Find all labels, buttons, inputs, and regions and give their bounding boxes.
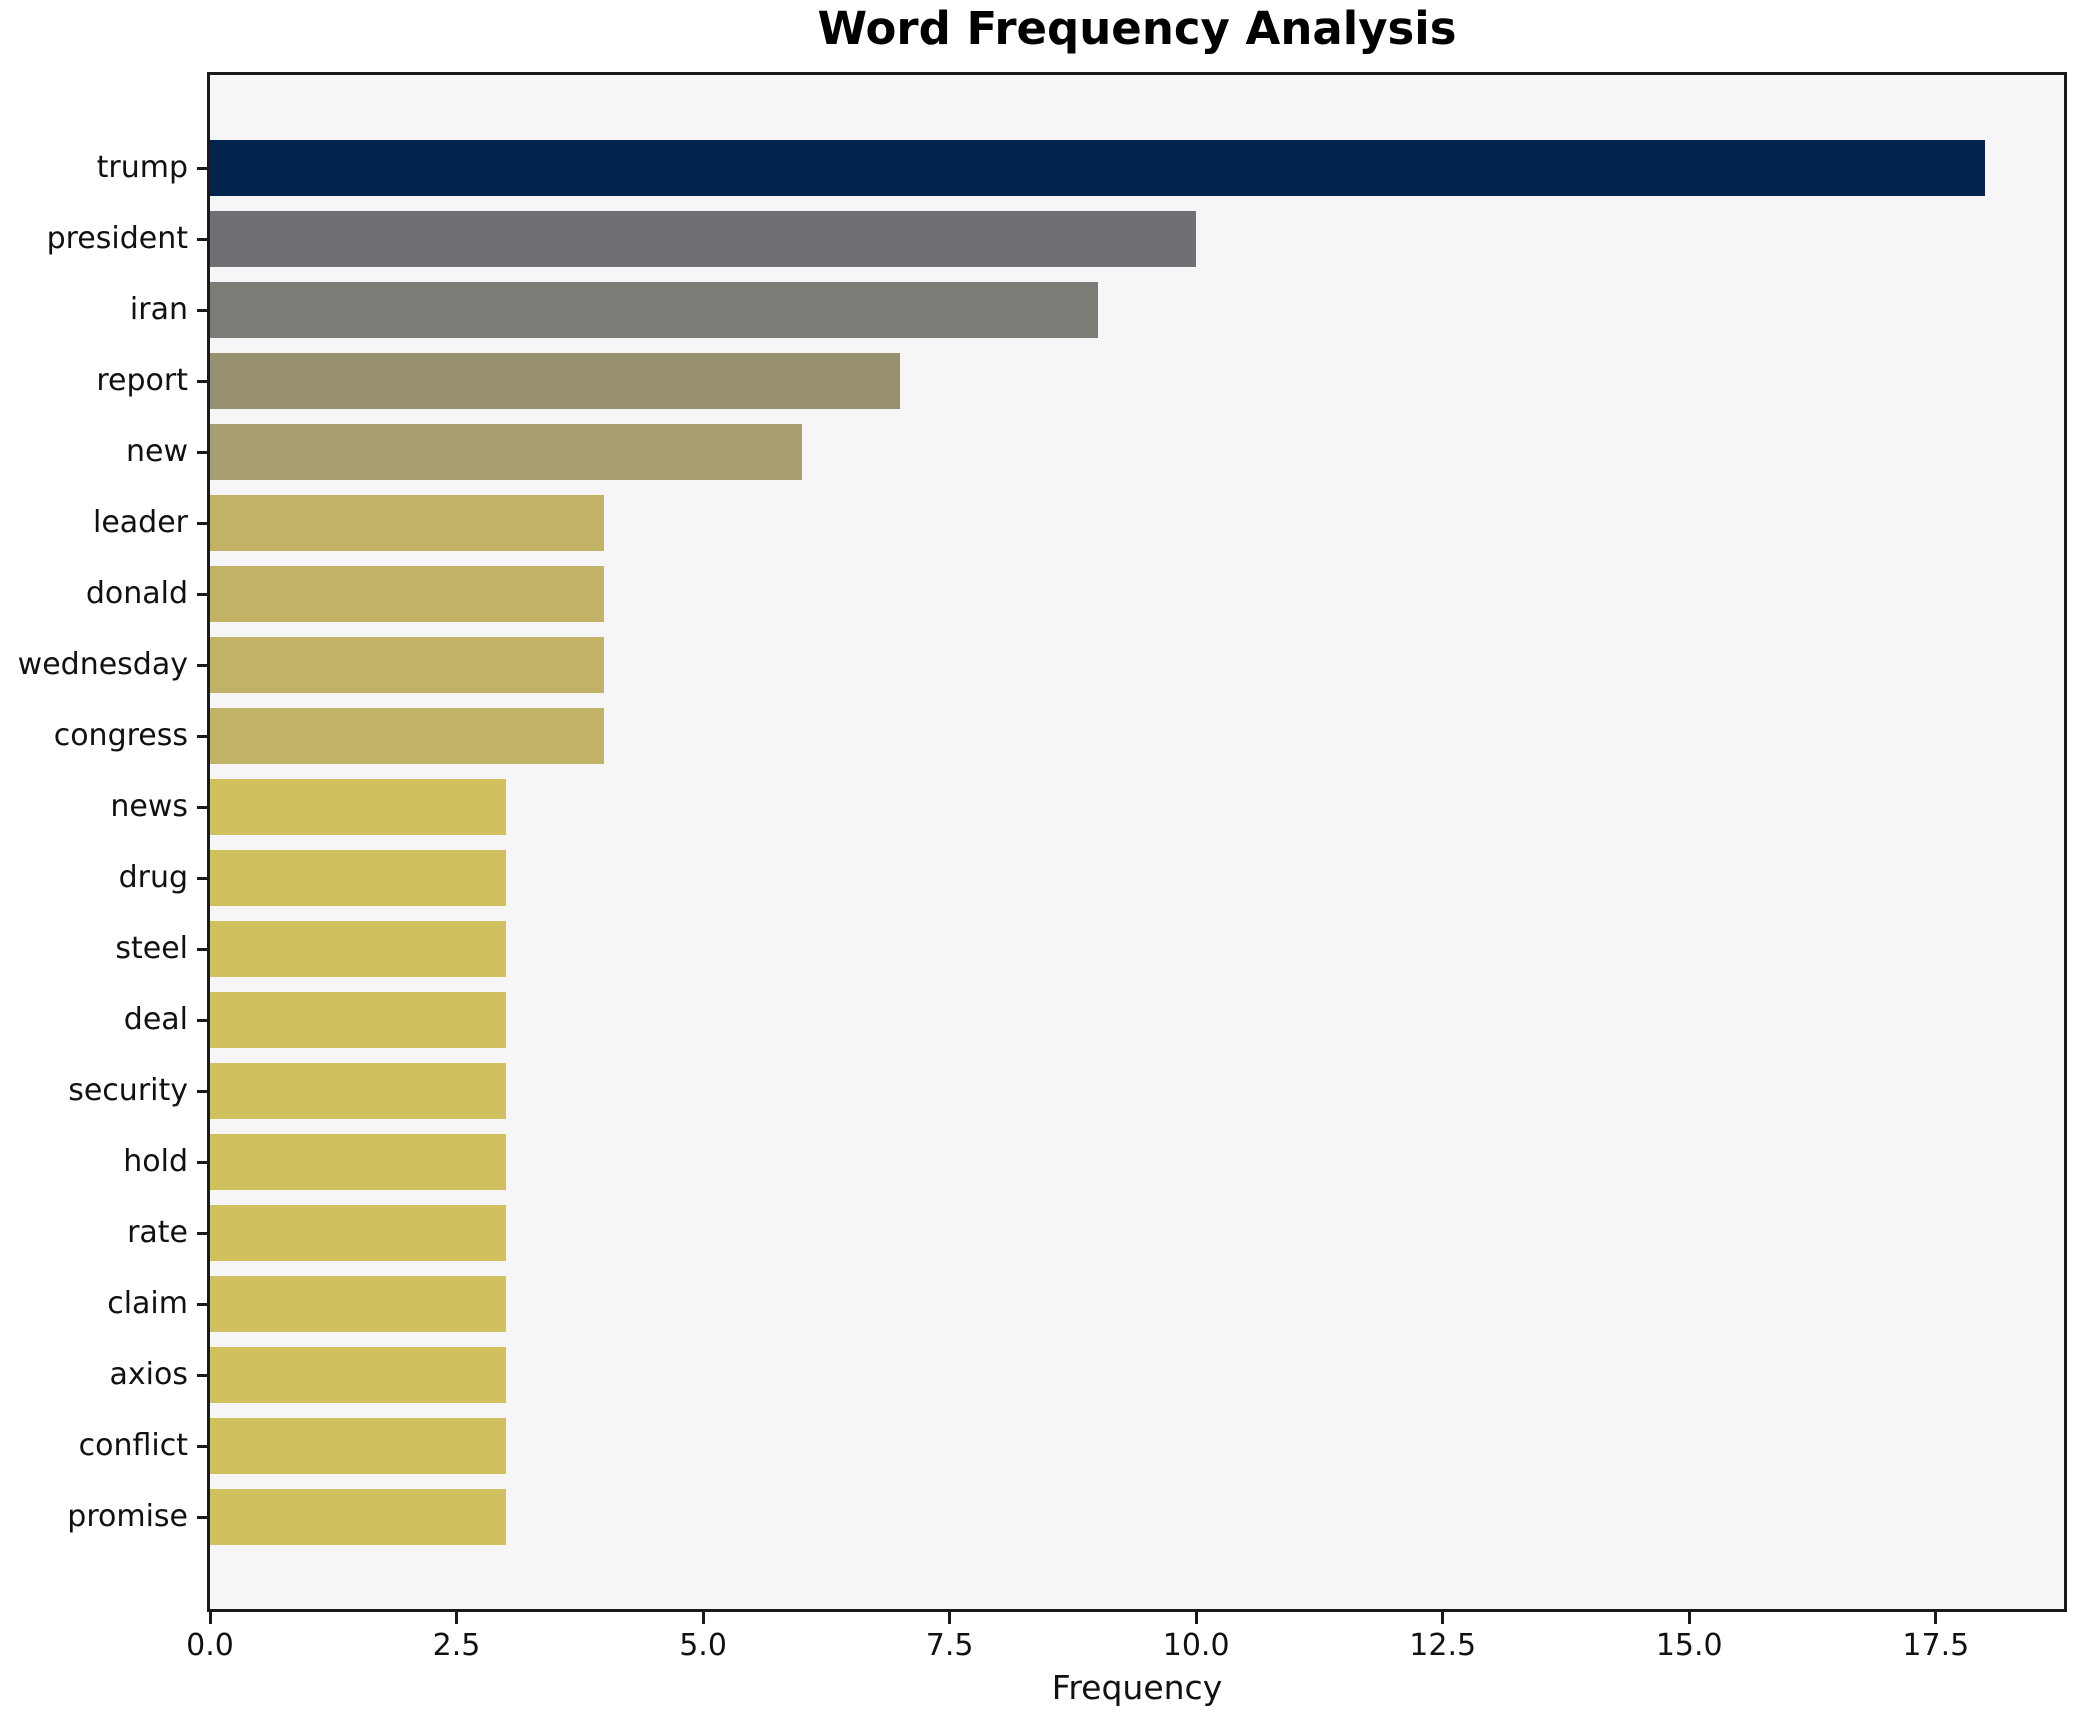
y-tick-mark [197,592,207,596]
y-tick-mark [197,166,207,170]
x-tick-mark [455,1612,459,1624]
x-tick-label-2.5: 2.5 [432,1628,481,1663]
x-tick-mark [1687,1612,1691,1624]
bar-steel [210,921,506,977]
x-tick-mark [1441,1612,1445,1624]
y-tick-mark [197,308,207,312]
plot-area [207,72,2067,1612]
bar-security [210,1063,506,1119]
y-tick-label-conflict: conflict [78,1428,188,1463]
y-tick-mark [197,450,207,454]
y-tick-mark [197,1373,207,1377]
x-tick-mark [701,1612,705,1624]
y-tick-mark [197,805,207,809]
y-tick-label-iran: iran [129,292,188,327]
bar-rate [210,1205,506,1261]
bar-claim [210,1276,506,1332]
y-tick-label-news: news [110,789,188,824]
bar-conflict [210,1418,506,1474]
y-tick-mark [197,1302,207,1306]
y-tick-mark [197,1515,207,1519]
chart-title: Word Frequency Analysis [817,2,1457,55]
y-tick-label-president: president [46,221,188,256]
x-tick-label-0.0: 0.0 [186,1628,234,1663]
y-tick-label-promise: promise [67,1499,188,1534]
y-tick-mark [197,521,207,525]
bar-president [210,211,1197,267]
x-tick-label-5.0: 5.0 [679,1628,727,1663]
bar-promise [210,1489,506,1545]
y-tick-mark [197,876,207,880]
x-tick-mark [208,1612,212,1624]
bar-deal [210,992,506,1048]
y-tick-label-axios: axios [109,1357,188,1392]
y-tick-label-security: security [68,1073,188,1108]
y-tick-label-leader: leader [92,505,188,540]
y-tick-label-deal: deal [123,1002,188,1037]
y-tick-label-trump: trump [96,150,188,185]
y-tick-mark [197,1089,207,1093]
x-tick-label-12.5: 12.5 [1409,1628,1477,1663]
bar-report [210,353,901,409]
y-tick-mark [197,379,207,383]
y-tick-mark [197,1160,207,1164]
y-tick-mark [197,1231,207,1235]
y-tick-label-claim: claim [107,1286,188,1321]
y-tick-label-hold: hold [123,1144,188,1179]
bar-leader [210,495,605,551]
y-tick-mark [197,1018,207,1022]
bar-new [210,424,802,480]
y-tick-label-report: report [96,363,188,398]
y-tick-mark [197,1444,207,1448]
bar-hold [210,1134,506,1190]
y-tick-mark [197,663,207,667]
y-tick-label-steel: steel [115,931,188,966]
x-tick-label-17.5: 17.5 [1902,1628,1970,1663]
bar-wednesday [210,637,605,693]
x-tick-label-7.5: 7.5 [925,1628,974,1663]
x-tick-label-10.0: 10.0 [1162,1628,1230,1663]
y-tick-label-wednesday: wednesday [17,647,188,682]
x-tick-label-15.0: 15.0 [1655,1628,1723,1663]
bar-congress [210,708,605,764]
y-tick-label-new: new [125,434,188,469]
bar-iran [210,282,1098,338]
y-tick-label-congress: congress [53,718,188,753]
y-tick-label-donald: donald [85,576,188,611]
bar-news [210,779,506,835]
y-tick-mark [197,237,207,241]
bar-axios [210,1347,506,1403]
y-tick-mark [197,734,207,738]
bar-donald [210,566,605,622]
bar-drug [210,850,506,906]
x-tick-mark [948,1612,952,1624]
y-tick-label-drug: drug [118,860,188,895]
x-axis-title: Frequency [1051,1668,1223,1707]
y-tick-mark [197,947,207,951]
bar-trump [210,140,1986,196]
y-tick-label-rate: rate [127,1215,188,1250]
x-tick-mark [1194,1612,1198,1624]
x-tick-mark [1934,1612,1938,1624]
